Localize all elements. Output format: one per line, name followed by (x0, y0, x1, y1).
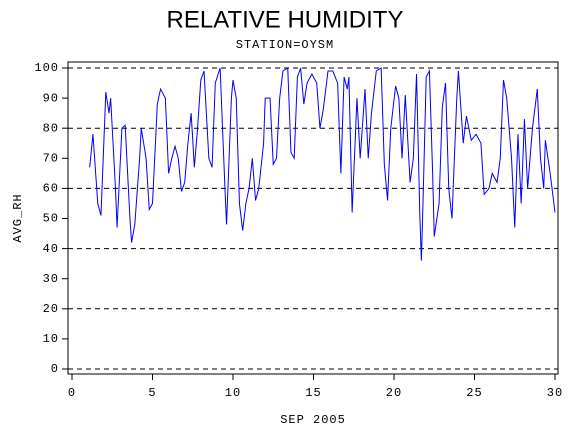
y-tick-label: 20 (43, 302, 59, 316)
x-tick-label: 0 (68, 386, 76, 400)
y-tick-label: 10 (43, 332, 59, 346)
x-axis-label: SEP 2005 (280, 413, 346, 427)
y-axis-label: AVG_RH (11, 193, 25, 242)
y-tick-label: 90 (43, 91, 59, 105)
chart-subtitle: STATION=OYSM (236, 38, 334, 52)
x-tick-label: 20 (386, 386, 402, 400)
y-tick-label: 100 (34, 61, 59, 75)
x-tick-label: 30 (547, 386, 563, 400)
x-tick-label: 10 (225, 386, 241, 400)
data-line (89, 67, 556, 261)
plot-frame (67, 61, 559, 375)
x-tick-label: 5 (148, 386, 156, 400)
y-tick-label: 60 (43, 182, 59, 196)
chart-title: RELATIVE HUMIDITY (167, 6, 404, 33)
y-tick-label: 50 (43, 212, 59, 226)
y-tick-label: 0 (51, 362, 59, 376)
x-tick-label: 25 (466, 386, 482, 400)
y-tick-label: 40 (43, 242, 59, 256)
y-tick-label: 70 (43, 151, 59, 165)
x-tick-label: 15 (305, 386, 321, 400)
y-tick-label: 80 (43, 121, 59, 135)
y-tick-label: 30 (43, 272, 59, 286)
